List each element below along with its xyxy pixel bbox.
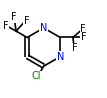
Text: F: F [72, 43, 77, 54]
Text: N: N [40, 23, 47, 33]
Text: Cl: Cl [32, 71, 41, 81]
Text: N: N [57, 52, 64, 62]
Text: F: F [3, 21, 9, 31]
Text: F: F [11, 12, 16, 22]
Text: F: F [80, 24, 86, 34]
Text: F: F [81, 32, 86, 43]
Text: F: F [24, 16, 29, 26]
